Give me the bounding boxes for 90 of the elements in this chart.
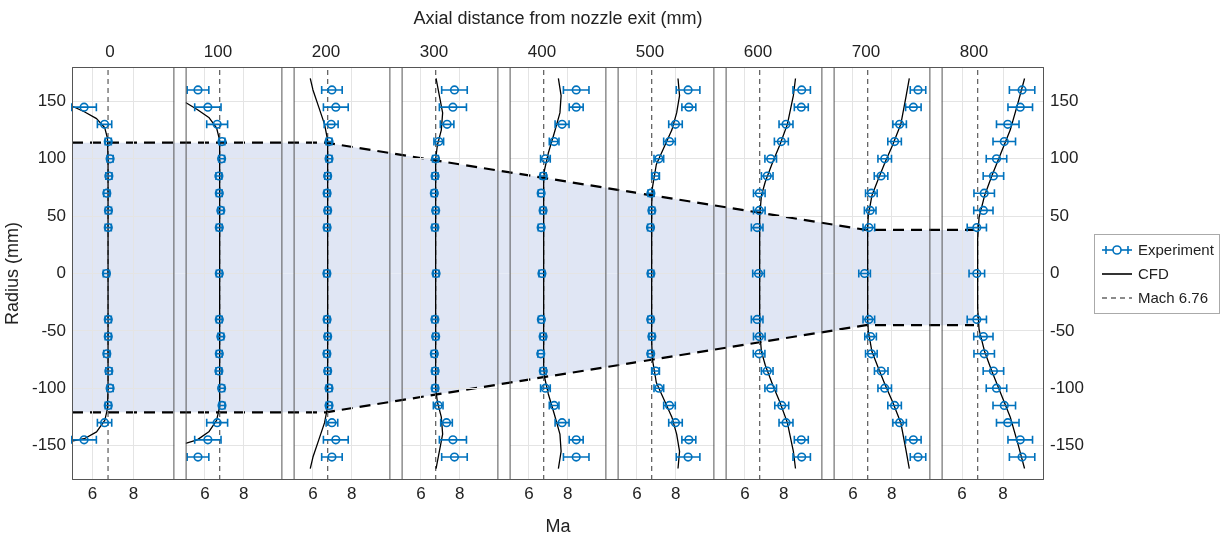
point: [79, 435, 89, 445]
point: [327, 85, 337, 95]
y-tick-label: 150: [37, 91, 66, 111]
point: [913, 452, 923, 462]
point: [972, 223, 982, 233]
point: [978, 205, 988, 215]
y2-tick-label: 150: [1050, 91, 1079, 111]
x-tick-label: 700: [851, 42, 881, 62]
point: [972, 268, 982, 279]
x-tick-label: 8: [128, 483, 139, 503]
x-tick-label: 6: [87, 483, 98, 503]
point: [991, 154, 1002, 164]
point: [203, 102, 213, 112]
y-axis-title: Radius (mm): [1, 221, 22, 326]
x-tick-label: 0: [105, 42, 115, 62]
y2-tick-label: 0: [1050, 263, 1060, 283]
x-tick-label: 8: [238, 483, 249, 503]
x-tick-label: 8: [886, 483, 897, 503]
point: [449, 452, 460, 462]
point: [79, 102, 89, 112]
x-tick-label: 8: [778, 483, 789, 503]
x-tick-label: 500: [635, 42, 665, 62]
x-tick-label: 200: [311, 42, 341, 62]
x-tick-label: 6: [524, 483, 534, 503]
y2-tick-label: -150: [1050, 435, 1085, 455]
x-tick-label: 6: [957, 483, 967, 503]
x-axis-title: Ma: [545, 516, 572, 537]
x-tick-label: 6: [416, 483, 426, 503]
point: [1017, 452, 1027, 462]
point: [999, 136, 1009, 147]
x-axis-title: Axial distance from nozzle exit (mm): [413, 7, 703, 28]
y2-tick-label: -100: [1050, 377, 1085, 397]
legend-label: CFD: [1138, 265, 1169, 282]
point: [331, 435, 341, 445]
x-tick-label: 400: [527, 42, 557, 62]
legend-label: Experiment: [1138, 241, 1214, 258]
y2-tick-label: -50: [1050, 320, 1075, 340]
y-tick-label: -100: [31, 377, 66, 397]
x-tick-label: 600: [743, 42, 773, 62]
point: [1015, 435, 1025, 445]
point: [1015, 102, 1025, 112]
point: [979, 188, 989, 198]
y-tick-label: 50: [47, 205, 66, 225]
x-tick-label: 8: [562, 483, 573, 503]
x-tick-label: 6: [200, 483, 210, 503]
point: [913, 85, 923, 95]
point: [327, 452, 337, 462]
x-tick-label: 8: [998, 483, 1008, 503]
point: [331, 102, 341, 112]
point: [212, 119, 222, 129]
x-tick-label: 6: [740, 483, 750, 503]
point: [1003, 119, 1013, 129]
x-tick-label: 800: [959, 42, 989, 62]
x-tick-label: 8: [346, 483, 357, 503]
x-tick-label: 300: [419, 42, 449, 62]
y-tick-label: -50: [41, 320, 66, 340]
point: [571, 85, 581, 95]
legend-label: Mach 6.76: [1138, 289, 1209, 306]
x-tick-label: 6: [848, 483, 858, 503]
point: [1017, 85, 1027, 95]
point: [978, 332, 988, 342]
point: [972, 314, 982, 324]
point: [683, 452, 693, 462]
point: [212, 418, 222, 428]
point: [448, 102, 458, 112]
x-tick-label: 8: [670, 483, 681, 503]
point: [193, 452, 203, 462]
point: [203, 435, 213, 445]
y2-tick-label: 100: [1050, 148, 1079, 168]
point: [991, 383, 1002, 393]
point: [979, 349, 989, 359]
point: [683, 85, 693, 95]
y-tick-label: 0: [56, 263, 66, 283]
x-tick-label: 8: [454, 483, 465, 503]
point: [988, 171, 999, 181]
y2-tick-label: 50: [1050, 205, 1069, 225]
point: [988, 366, 999, 376]
point: [908, 435, 918, 445]
x-tick-label: 6: [632, 483, 642, 503]
point: [999, 400, 1009, 411]
y-tick-label: 100: [37, 148, 66, 168]
y-tick-label: -150: [31, 435, 66, 455]
x-tick-label: 6: [308, 483, 318, 503]
point: [193, 85, 203, 95]
point: [1003, 418, 1013, 428]
point: [449, 85, 460, 95]
x-tick-label: 100: [203, 42, 233, 62]
point: [908, 102, 918, 112]
point: [571, 452, 581, 462]
point: [448, 435, 458, 445]
